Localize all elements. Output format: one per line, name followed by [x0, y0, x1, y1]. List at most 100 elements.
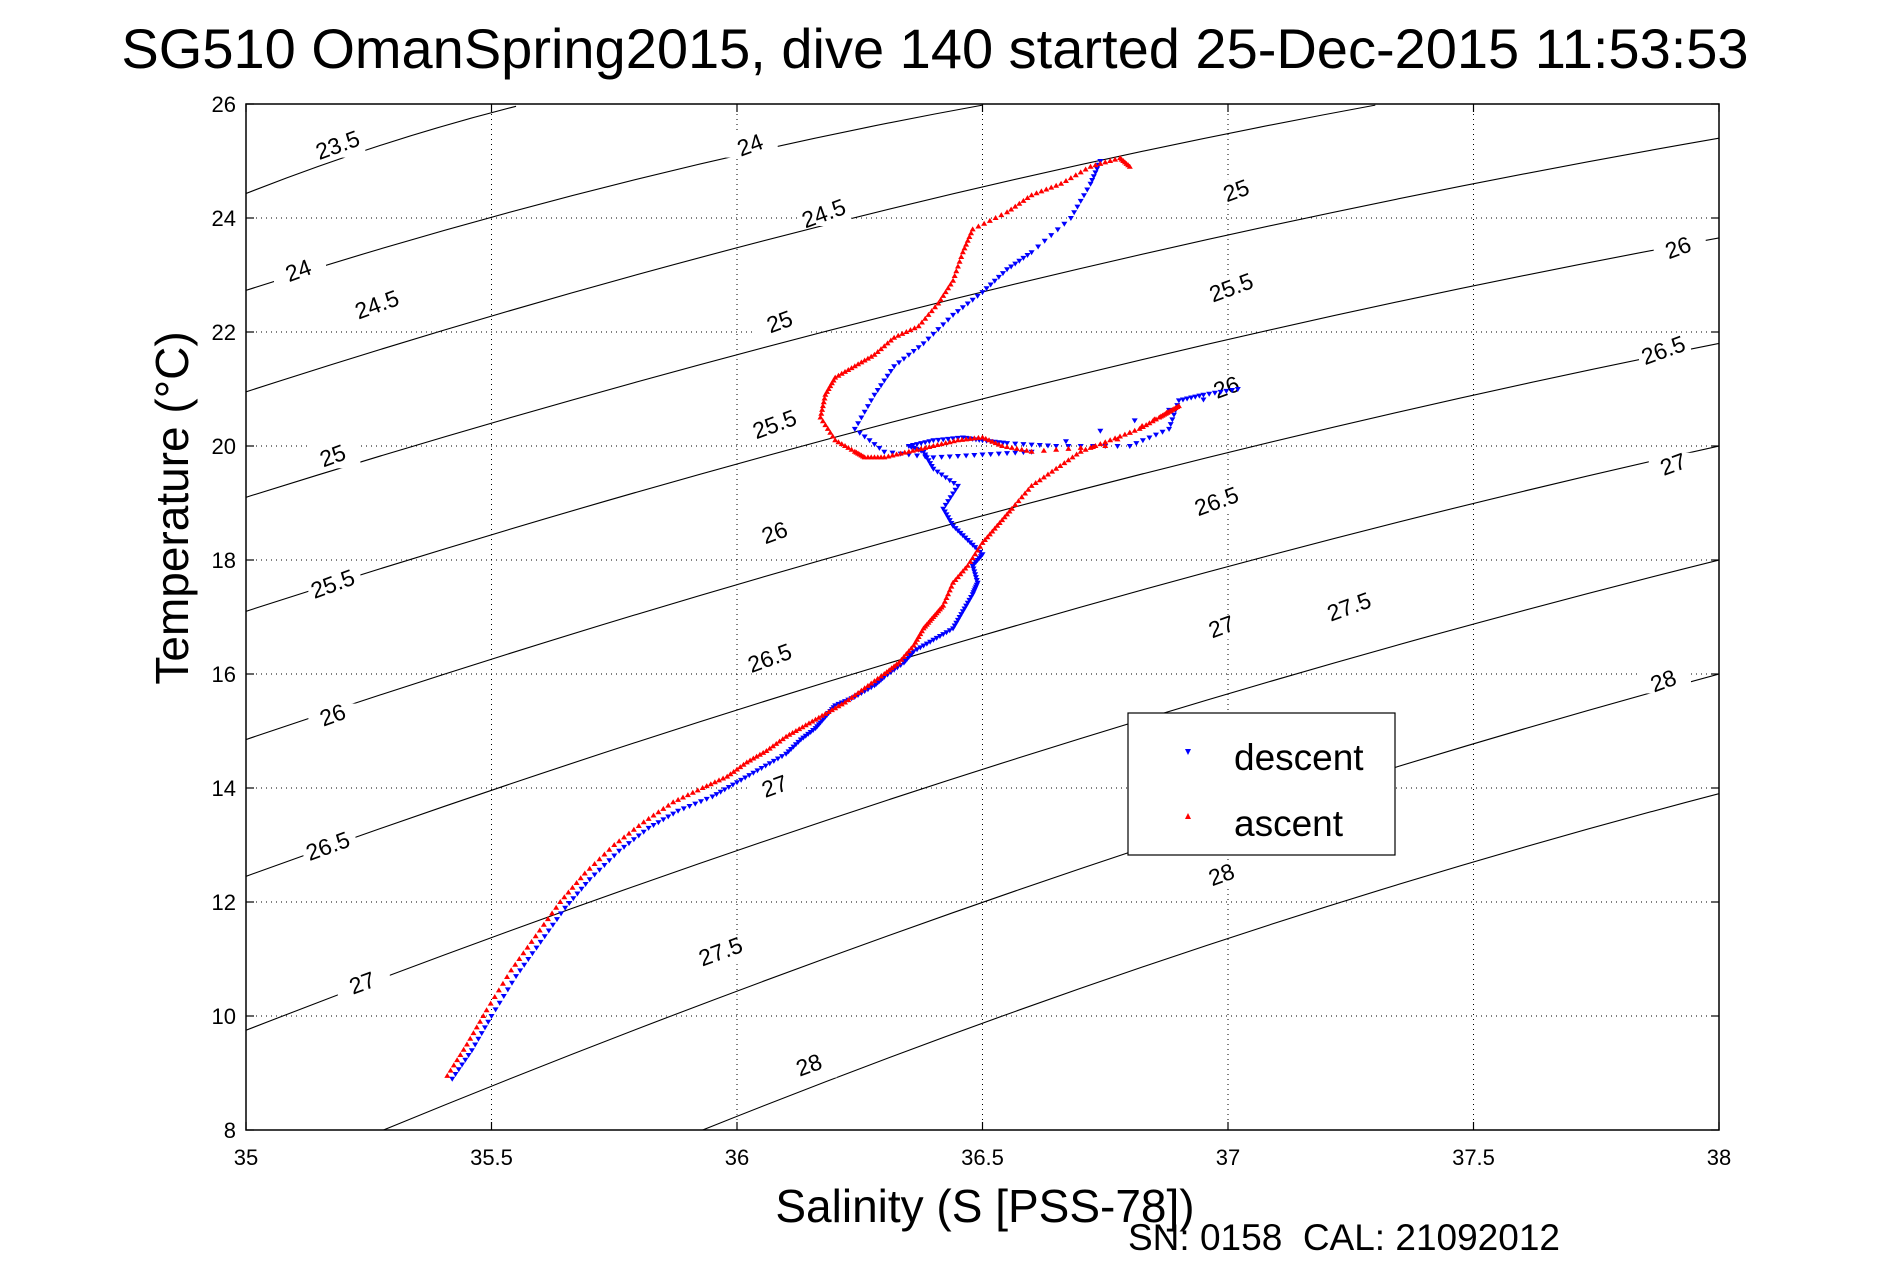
legend-box — [1127, 712, 1396, 856]
ascent-point — [1028, 448, 1035, 454]
ascent-point — [1028, 192, 1035, 198]
ascent-point — [848, 365, 855, 371]
ascent-point — [918, 445, 925, 451]
descent-point — [909, 443, 916, 449]
ascent-point — [874, 675, 881, 681]
ascent-point — [470, 1030, 477, 1036]
legend: descent ascent — [1127, 712, 1396, 856]
ascent-point — [981, 220, 988, 226]
descent-point — [1077, 198, 1084, 204]
descent-point — [1028, 442, 1035, 448]
ascent-point — [660, 805, 667, 811]
ascent-point — [909, 447, 916, 453]
ascent-point — [1061, 460, 1068, 466]
descent-point — [660, 817, 667, 823]
descent-point — [935, 437, 942, 443]
ascent-point — [945, 591, 952, 597]
ascent-point — [964, 237, 971, 243]
descent-point — [1089, 178, 1096, 183]
ascent-point — [998, 212, 1005, 218]
ascent-point — [707, 781, 714, 787]
descent-point — [1192, 394, 1199, 400]
contour-label-bg — [1211, 179, 1264, 204]
ascent-point — [957, 571, 964, 577]
ascent-point — [958, 253, 965, 259]
ascent-point — [928, 308, 935, 314]
legend-marker-ascent — [1185, 813, 1191, 819]
ascent-point — [974, 547, 981, 553]
y-tick-label: 8 — [224, 1118, 236, 1143]
ascent-point — [463, 1041, 470, 1047]
ascent-point — [889, 452, 896, 458]
descent-point — [943, 630, 950, 636]
ascent-point — [827, 383, 834, 389]
ascent-point — [792, 728, 799, 733]
ascent-point — [911, 325, 918, 331]
ascent-point — [1062, 177, 1069, 183]
ascent-point — [508, 967, 515, 973]
ascent-point — [524, 944, 531, 950]
ascent-point — [460, 1046, 467, 1052]
descent-point — [635, 833, 642, 839]
ascent-point — [616, 838, 623, 844]
contour-label-bg — [750, 774, 803, 799]
descent-point — [942, 475, 949, 481]
contour-label-bg — [303, 834, 356, 859]
descent-point — [964, 301, 971, 307]
contour-label-bg — [1197, 863, 1250, 888]
ascent-point — [891, 334, 898, 340]
descent-point — [947, 495, 954, 501]
ascent-point — [699, 785, 706, 790]
ascent-point — [763, 747, 770, 753]
ascent-point — [825, 709, 832, 714]
descent-point — [1067, 216, 1074, 221]
contour-label-bg — [308, 572, 361, 597]
ascent-point — [914, 636, 921, 642]
descent-point — [940, 632, 947, 638]
descent-point — [905, 452, 912, 458]
descent-point — [630, 837, 637, 843]
ascent-point — [1040, 474, 1047, 480]
descent-point — [1061, 221, 1068, 227]
ascent-point — [967, 558, 974, 564]
descent-point — [475, 1036, 482, 1042]
descent-point — [971, 453, 978, 459]
ascent-point — [969, 555, 976, 561]
density-contour-25.5 — [246, 237, 1719, 612]
ascent-point — [1116, 433, 1123, 439]
contour-label: 27.5 — [1324, 587, 1375, 627]
ascent-point — [835, 439, 842, 445]
ascent-point — [908, 645, 915, 651]
descent-point — [742, 775, 749, 781]
ascent-point — [941, 598, 948, 604]
ascent-point — [1053, 446, 1060, 452]
descent-point — [670, 811, 677, 817]
ascent-point — [918, 628, 925, 634]
descent-point — [1053, 444, 1060, 449]
descent-point — [1217, 389, 1224, 395]
descent-point — [611, 853, 618, 859]
descent-point — [945, 499, 952, 505]
density-contour-27 — [246, 559, 1719, 1031]
descent-point — [729, 782, 736, 788]
contour-label-bg — [696, 940, 749, 965]
ascent-point — [932, 304, 939, 310]
descent-point — [481, 1025, 488, 1031]
ascent-point — [925, 311, 932, 317]
ascent-point — [832, 705, 839, 711]
ascent-point — [903, 329, 910, 334]
descent-point — [999, 440, 1006, 446]
descent-point — [861, 409, 868, 415]
ascent-point — [946, 587, 953, 593]
contour-label-bg — [745, 646, 798, 671]
descent-point — [496, 1000, 503, 1006]
descent-point — [942, 502, 949, 508]
ascent-point — [1102, 443, 1109, 448]
descent-point — [1139, 438, 1146, 444]
descent-point — [596, 867, 603, 873]
ascent-point — [881, 343, 888, 349]
descent-point — [1159, 429, 1166, 435]
ascent-point — [635, 823, 642, 828]
descent-point — [905, 352, 912, 358]
